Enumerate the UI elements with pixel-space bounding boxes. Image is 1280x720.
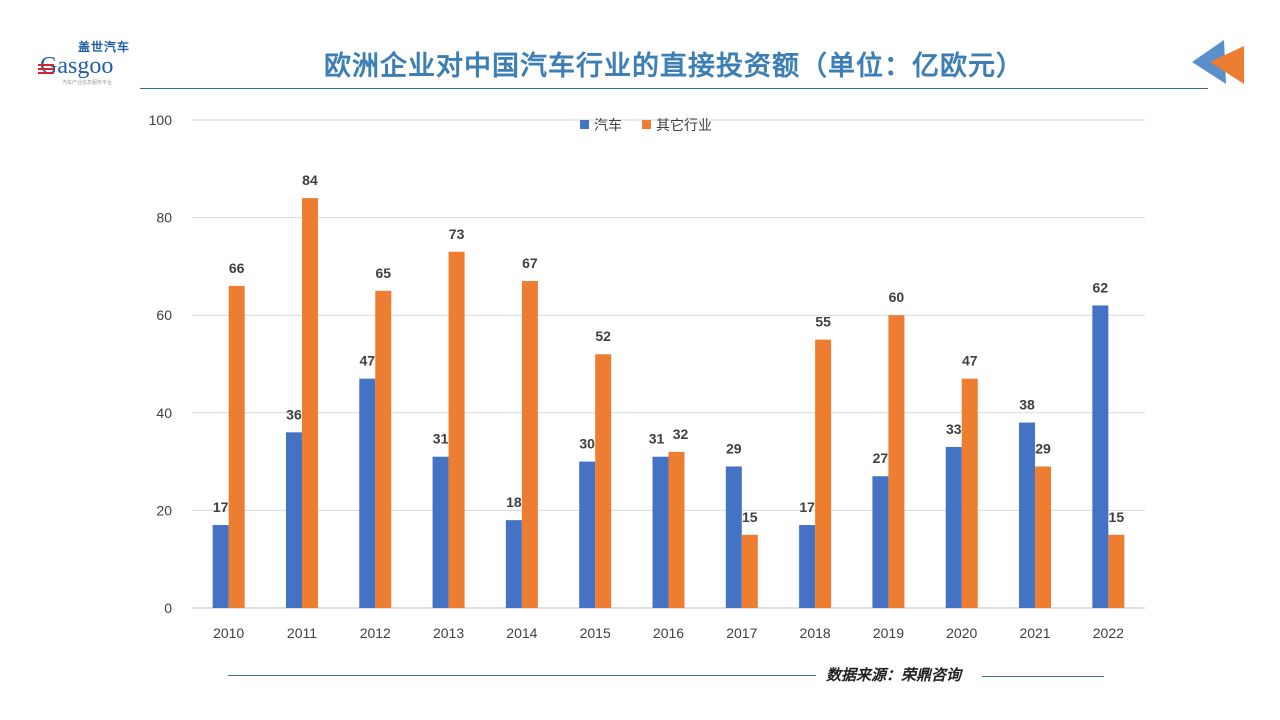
source-line-left: [228, 675, 816, 676]
y-tick-label: 20: [156, 502, 172, 518]
legend-label: 汽车: [594, 117, 622, 133]
x-tick-label: 2015: [580, 625, 611, 641]
data-label: 17: [213, 499, 229, 515]
x-tick-label: 2021: [1019, 625, 1050, 641]
data-label: 36: [286, 406, 302, 422]
bar-other: [1035, 466, 1052, 608]
x-tick-label: 2013: [433, 625, 464, 641]
x-tick-label: 2010: [213, 625, 244, 641]
logo-cn: 盖世汽车: [78, 40, 131, 54]
bar-other: [521, 281, 538, 608]
bar-auto: [652, 456, 669, 608]
data-label: 15: [1109, 509, 1125, 525]
data-label: 30: [579, 436, 595, 452]
bar-auto: [945, 446, 962, 608]
data-label: 47: [962, 353, 978, 369]
bar-auto: [505, 520, 522, 608]
data-label: 65: [375, 265, 391, 281]
data-label: 31: [649, 431, 665, 447]
data-label: 29: [726, 440, 742, 456]
y-tick-label: 0: [164, 600, 172, 616]
bar-auto: [359, 378, 376, 608]
bar-auto: [1092, 305, 1109, 608]
bar-other: [741, 534, 758, 608]
legend-swatch: [642, 120, 651, 129]
x-tick-label: 2018: [800, 625, 831, 641]
data-label: 66: [229, 260, 245, 276]
data-label: 67: [522, 255, 538, 271]
data-label: 52: [595, 328, 611, 344]
source-text: 数据来源：荣鼎咨询: [826, 666, 962, 684]
title-divider: [140, 88, 1208, 89]
bar-other: [301, 198, 318, 608]
data-label: 29: [1035, 440, 1051, 456]
data-label: 62: [1093, 279, 1109, 295]
x-tick-label: 2019: [873, 625, 904, 641]
data-label: 17: [799, 499, 815, 515]
page-title: 欧洲企业对中国汽车行业的直接投资额（单位：亿欧元）: [324, 51, 1024, 82]
bar-other: [448, 251, 465, 608]
x-tick-label: 2020: [946, 625, 977, 641]
data-label: 18: [506, 494, 522, 510]
bar-other: [668, 451, 685, 608]
bar-auto: [579, 461, 596, 608]
y-tick-label: 100: [149, 112, 173, 128]
bar-auto: [799, 525, 816, 608]
data-label: 32: [673, 426, 689, 442]
bar-auto: [1019, 422, 1036, 608]
bar-auto: [285, 432, 302, 608]
data-label: 47: [359, 353, 375, 369]
bar-auto: [432, 456, 449, 608]
bar-other: [888, 315, 905, 608]
data-label: 38: [1019, 397, 1035, 413]
x-tick-label: 2011: [287, 625, 317, 641]
data-label: 15: [742, 509, 758, 525]
source-line-right: [982, 676, 1104, 677]
legend-swatch: [580, 120, 589, 129]
data-label: 27: [873, 450, 889, 466]
data-label: 31: [433, 431, 449, 447]
gasgoo-logo: 盖世汽车 Gasgoo 汽车产业信息服务平台: [38, 40, 142, 90]
bar-other: [961, 378, 978, 608]
logo-sub: 汽车产业信息服务平台: [62, 80, 113, 86]
bar-auto: [725, 466, 742, 608]
bar-other: [228, 285, 245, 608]
y-tick-label: 60: [156, 307, 172, 323]
data-label: 60: [889, 289, 905, 305]
bar-other: [595, 354, 612, 608]
bar-other: [1108, 534, 1125, 608]
data-label: 55: [815, 314, 831, 330]
data-label: 84: [302, 172, 318, 188]
logo-text: Gasgoo: [40, 53, 114, 79]
back-arrow-icon: [1192, 40, 1244, 84]
data-label: 73: [449, 226, 465, 242]
logo-stripes: [38, 64, 54, 76]
y-tick-label: 40: [156, 405, 172, 421]
x-tick-label: 2022: [1093, 625, 1124, 641]
bar-other: [815, 339, 832, 608]
y-tick-label: 80: [156, 210, 172, 226]
bar-other: [375, 290, 392, 608]
x-tick-label: 2014: [506, 625, 537, 641]
bar-auto: [872, 476, 889, 608]
x-tick-label: 2012: [360, 625, 391, 641]
x-tick-label: 2016: [653, 625, 684, 641]
legend-label: 其它行业: [656, 117, 712, 133]
bar-auto: [212, 525, 229, 608]
data-label: 33: [946, 421, 962, 437]
x-tick-label: 2017: [726, 625, 757, 641]
